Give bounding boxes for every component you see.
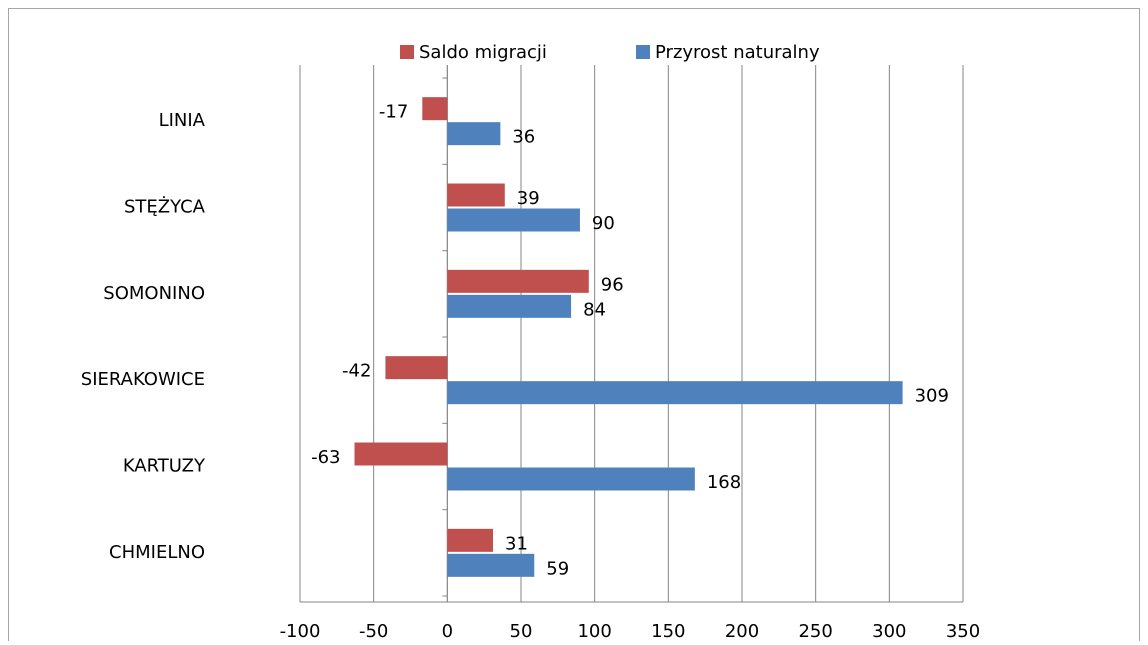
- x-tick-label: 100: [577, 621, 611, 641]
- x-tick-label: 250: [798, 621, 832, 641]
- bar: [447, 269, 589, 293]
- x-tick-label: 0: [442, 621, 453, 641]
- bar: [422, 97, 448, 121]
- y-tick-label: SOMONINO: [103, 283, 205, 304]
- chart-border: [8, 8, 1140, 645]
- data-label: 39: [517, 188, 540, 209]
- x-tick-label: 50: [510, 621, 533, 641]
- legend-swatch: [636, 45, 650, 59]
- x-tick-label: -50: [359, 621, 388, 641]
- data-label: 59: [546, 558, 569, 579]
- y-tick-label: CHMIELNO: [109, 542, 205, 563]
- data-label: 36: [512, 127, 535, 148]
- bar: [447, 183, 505, 207]
- x-tick-label: -100: [280, 621, 321, 641]
- bar: [447, 122, 501, 146]
- data-label: -63: [311, 447, 340, 468]
- y-tick-label: STĘŻYCA: [124, 197, 206, 218]
- bar: [447, 381, 903, 405]
- bar: [447, 528, 494, 552]
- data-label: 31: [505, 533, 528, 554]
- bar: [447, 467, 695, 491]
- bar: [447, 553, 535, 577]
- data-label: 168: [707, 472, 741, 493]
- legend-label: Przyrost naturalny: [655, 42, 820, 63]
- y-tick-label: SIERAKOWICE: [81, 369, 205, 390]
- bar: [447, 208, 580, 232]
- data-label: 84: [583, 299, 606, 320]
- x-tick-label: 200: [725, 621, 759, 641]
- legend-swatch: [400, 45, 414, 59]
- bar: [385, 356, 448, 380]
- x-tick-label: 300: [872, 621, 906, 641]
- bar: [447, 294, 572, 318]
- legend-label: Saldo migracji: [419, 42, 547, 63]
- data-label: -17: [379, 102, 408, 123]
- y-tick-label: KARTUZY: [123, 456, 206, 477]
- data-label: -42: [342, 361, 371, 382]
- data-label: 309: [915, 386, 949, 407]
- y-tick-label: LINIA: [159, 110, 206, 131]
- bar: [354, 442, 448, 466]
- x-tick-label: 350: [946, 621, 980, 641]
- data-label: 90: [592, 213, 615, 234]
- data-label: 96: [601, 274, 624, 295]
- x-tick-label: 150: [651, 621, 685, 641]
